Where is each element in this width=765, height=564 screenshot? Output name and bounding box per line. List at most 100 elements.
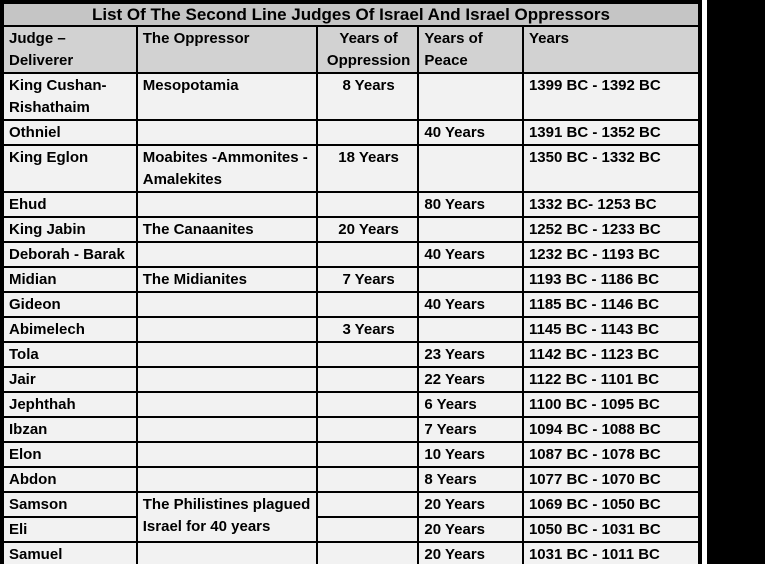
cell-oppressor: Moabites -Ammonites - Amalekites bbox=[135, 144, 318, 193]
header-years: Years bbox=[521, 25, 702, 74]
cell-oppressor bbox=[135, 119, 318, 146]
table-row-abimelech: Abimelech 3 Years 1145 BC - 1143 BC bbox=[1, 316, 702, 343]
cell-judge: King Jabin bbox=[1, 216, 138, 243]
cell-years-oppression bbox=[315, 466, 420, 493]
header-years-of-oppression: Years of Oppression bbox=[315, 25, 420, 74]
cell-years-peace bbox=[417, 144, 524, 193]
cell-judge: Jair bbox=[1, 366, 138, 393]
cell-years-peace: 20 Years bbox=[417, 491, 524, 518]
cell-oppressor bbox=[135, 191, 318, 218]
cell-judge: Abdon bbox=[1, 466, 138, 493]
header-judge-deliverer: Judge – Deliverer bbox=[1, 25, 138, 74]
cell-years-peace: 23 Years bbox=[417, 341, 524, 368]
table-row-deborah-barak: Deborah - Barak 40 Years 1232 BC - 1193 … bbox=[1, 241, 702, 268]
cell-oppressor: Mesopotamia bbox=[135, 72, 318, 121]
table-row-ibzan: Ibzan 7 Years 1094 BC - 1088 BC bbox=[1, 416, 702, 443]
cell-years-oppression bbox=[315, 291, 420, 318]
table-row-abdon: Abdon 8 Years 1077 BC - 1070 BC bbox=[1, 466, 702, 493]
table-row-king-jabin: King Jabin The Canaanites 20 Years 1252 … bbox=[1, 216, 702, 243]
cell-years: 1193 BC - 1186 BC bbox=[521, 266, 702, 293]
table-row-othniel: Othniel 40 Years 1391 BC - 1352 BC bbox=[1, 119, 702, 146]
table-row-gideon: Gideon 40 Years 1185 BC - 1146 BC bbox=[1, 291, 702, 318]
table-row-samuel: Samuel 20 Years 1031 BC - 1011 BC bbox=[1, 541, 702, 564]
cell-years: 1350 BC - 1332 BC bbox=[521, 144, 702, 193]
cell-years-oppression: 8 Years bbox=[315, 72, 420, 121]
cell-years-oppression bbox=[315, 366, 420, 393]
cell-oppressor bbox=[135, 241, 318, 268]
cell-years: 1094 BC - 1088 BC bbox=[521, 416, 702, 443]
cell-years: 1031 BC - 1011 BC bbox=[521, 541, 702, 564]
cell-judge: Abimelech bbox=[1, 316, 138, 343]
table-row-king-eglon: King Eglon Moabites -Ammonites - Amaleki… bbox=[1, 144, 702, 193]
cell-judge: Gideon bbox=[1, 291, 138, 318]
cell-years-oppression: 7 Years bbox=[315, 266, 420, 293]
cell-judge: Deborah - Barak bbox=[1, 241, 138, 268]
cell-years-oppression bbox=[315, 491, 420, 518]
table-row-king-cushan-rishathaim: King Cushan-Rishathaim Mesopotamia 8 Yea… bbox=[1, 72, 702, 121]
cell-judge: Jephthah bbox=[1, 391, 138, 418]
cell-judge: King Eglon bbox=[1, 144, 138, 193]
cell-years-peace: 40 Years bbox=[417, 291, 524, 318]
cell-oppressor bbox=[135, 316, 318, 343]
cell-years-oppression bbox=[315, 391, 420, 418]
cell-years-peace bbox=[417, 216, 524, 243]
table-row-tola: Tola 23 Years 1142 BC - 1123 BC bbox=[1, 341, 702, 368]
cell-oppressor bbox=[135, 391, 318, 418]
cell-years-oppression bbox=[315, 541, 420, 564]
cell-years-peace: 6 Years bbox=[417, 391, 524, 418]
table-header-row: Judge – Deliverer The Oppressor Years of… bbox=[1, 25, 702, 74]
cell-judge: Midian bbox=[1, 266, 138, 293]
cell-years-oppression bbox=[315, 191, 420, 218]
cell-years: 1087 BC - 1078 BC bbox=[521, 441, 702, 468]
cell-years-peace bbox=[417, 266, 524, 293]
cell-years-peace: 40 Years bbox=[417, 241, 524, 268]
cell-years: 1050 BC - 1031 BC bbox=[521, 516, 702, 543]
judges-table: List Of The Second Line Judges Of Israel… bbox=[0, 0, 702, 564]
cell-years-peace: 8 Years bbox=[417, 466, 524, 493]
cell-judge: Elon bbox=[1, 441, 138, 468]
cell-years: 1069 BC - 1050 BC bbox=[521, 491, 702, 518]
cell-oppressor bbox=[135, 366, 318, 393]
cell-judge: Samuel bbox=[1, 541, 138, 564]
cell-years-peace: 40 Years bbox=[417, 119, 524, 146]
cell-years-peace: 7 Years bbox=[417, 416, 524, 443]
cell-oppressor: The Midianites bbox=[135, 266, 318, 293]
cell-years: 1332 BC- 1253 BC bbox=[521, 191, 702, 218]
cell-years-oppression bbox=[315, 441, 420, 468]
cell-years-oppression bbox=[315, 516, 420, 543]
cell-years-peace: 20 Years bbox=[417, 541, 524, 564]
table-row-elon: Elon 10 Years 1087 BC - 1078 BC bbox=[1, 441, 702, 468]
table-row-ehud: Ehud 80 Years 1332 BC- 1253 BC bbox=[1, 191, 702, 218]
black-side-band bbox=[707, 0, 765, 564]
table-row-jair: Jair 22 Years 1122 BC - 1101 BC bbox=[1, 366, 702, 393]
table-row-jephthah: Jephthah 6 Years 1100 BC - 1095 BC bbox=[1, 391, 702, 418]
cell-years: 1232 BC - 1193 BC bbox=[521, 241, 702, 268]
judges-table-wrap: List Of The Second Line Judges Of Israel… bbox=[0, 0, 702, 564]
cell-judge: Eli bbox=[1, 516, 138, 543]
cell-years-oppression: 20 Years bbox=[315, 216, 420, 243]
cell-years-oppression bbox=[315, 416, 420, 443]
table-title-row: List Of The Second Line Judges Of Israel… bbox=[1, 1, 701, 27]
cell-years: 1252 BC - 1233 BC bbox=[521, 216, 702, 243]
cell-oppressor bbox=[135, 441, 318, 468]
cell-judge: Othniel bbox=[1, 119, 138, 146]
cell-judge: King Cushan-Rishathaim bbox=[1, 72, 138, 121]
cell-years-peace bbox=[417, 316, 524, 343]
cell-years-peace: 20 Years bbox=[417, 516, 524, 543]
table-row-samson: Samson The Philistines plagued Israel fo… bbox=[1, 491, 702, 543]
cell-years: 1077 BC - 1070 BC bbox=[521, 466, 702, 493]
cell-years: 1391 BC - 1352 BC bbox=[521, 119, 702, 146]
cell-oppressor-philistines-merged: The Philistines plagued Israel for 40 ye… bbox=[135, 491, 318, 543]
cell-years-oppression: 18 Years bbox=[315, 144, 420, 193]
cell-years: 1122 BC - 1101 BC bbox=[521, 366, 702, 393]
header-years-of-peace: Years of Peace bbox=[417, 25, 524, 74]
header-oppressor: The Oppressor bbox=[135, 25, 318, 74]
cell-judge: Tola bbox=[1, 341, 138, 368]
cell-years: 1145 BC - 1143 BC bbox=[521, 316, 702, 343]
cell-years-peace bbox=[417, 72, 524, 121]
cell-years-oppression bbox=[315, 241, 420, 268]
table-title: List Of The Second Line Judges Of Israel… bbox=[1, 1, 701, 27]
cell-oppressor bbox=[135, 416, 318, 443]
cell-years: 1185 BC - 1146 BC bbox=[521, 291, 702, 318]
